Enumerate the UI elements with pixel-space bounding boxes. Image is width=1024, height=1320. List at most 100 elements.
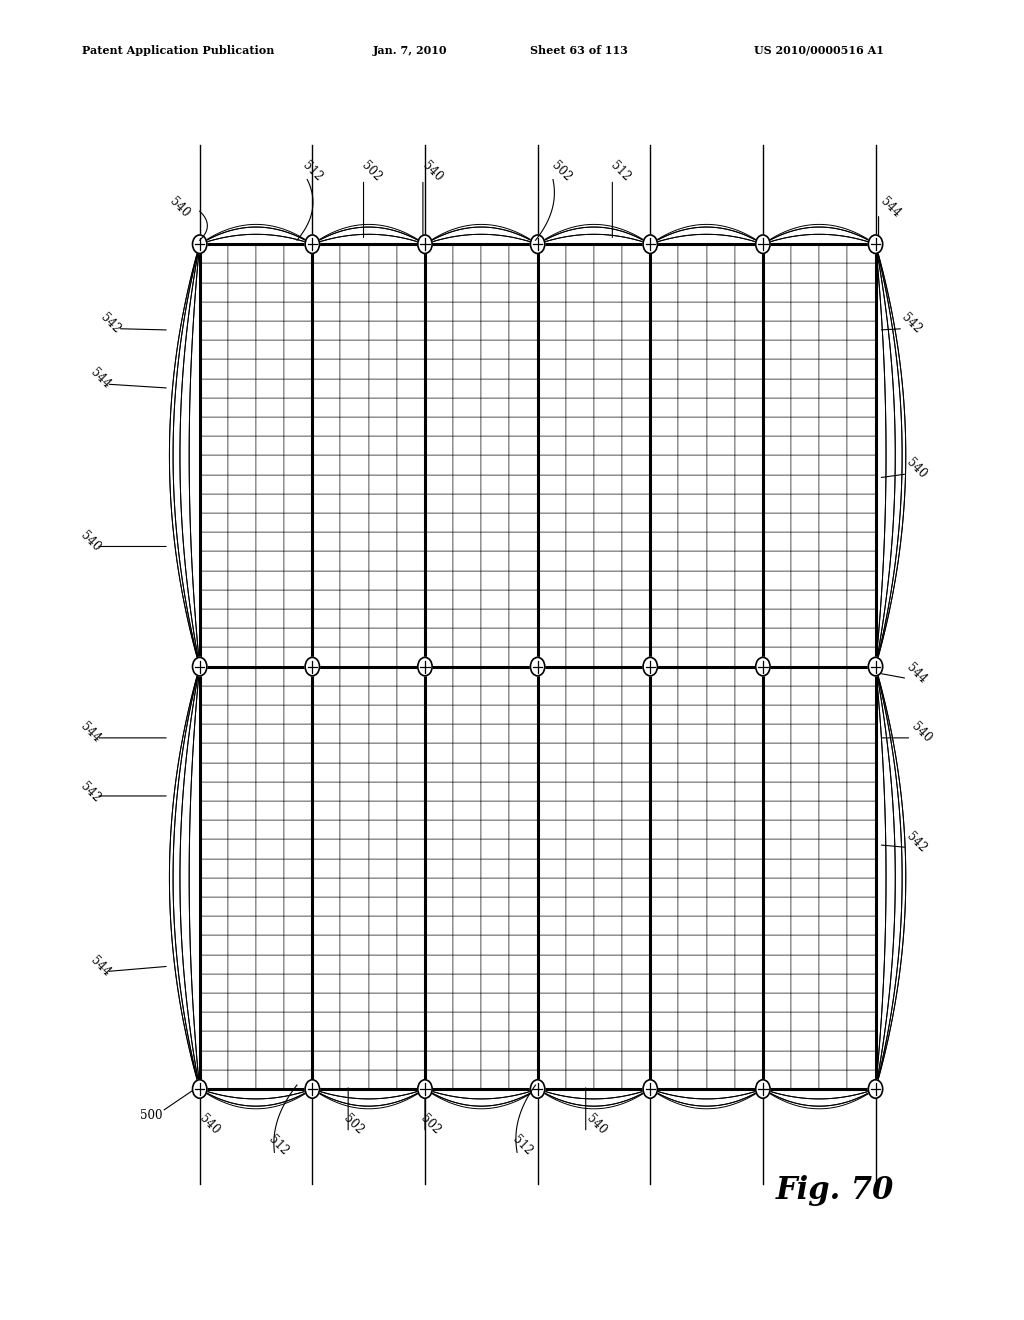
Bar	[734, 282, 763, 302]
Bar	[847, 763, 876, 781]
Bar	[396, 801, 425, 820]
Bar	[396, 455, 425, 475]
Bar	[509, 570, 538, 590]
Text: 540: 540	[904, 455, 929, 482]
Bar	[227, 936, 256, 954]
Bar	[565, 475, 594, 494]
Bar	[369, 898, 396, 916]
Bar	[819, 705, 847, 725]
Bar	[650, 532, 678, 552]
Bar	[200, 609, 227, 628]
Bar	[509, 590, 538, 609]
Text: 500: 500	[140, 1109, 163, 1122]
Bar	[650, 321, 678, 341]
Bar	[847, 954, 876, 974]
Bar	[763, 743, 791, 763]
Bar	[622, 321, 650, 341]
Bar	[707, 590, 734, 609]
Bar	[622, 1031, 650, 1051]
Bar	[227, 1051, 256, 1069]
Bar	[622, 455, 650, 475]
Bar	[707, 667, 734, 686]
Bar	[312, 878, 340, 898]
Bar	[509, 609, 538, 628]
Bar	[791, 725, 819, 743]
Bar	[425, 1012, 453, 1031]
Bar	[622, 801, 650, 820]
Bar	[200, 552, 227, 570]
Bar	[847, 1012, 876, 1031]
Bar	[509, 282, 538, 302]
Bar	[396, 725, 425, 743]
Bar	[369, 379, 396, 397]
Bar	[791, 609, 819, 628]
Bar	[312, 359, 340, 379]
Bar	[819, 878, 847, 898]
Bar	[340, 1031, 369, 1051]
Bar	[847, 379, 876, 397]
Bar	[200, 974, 227, 993]
Bar	[284, 359, 312, 379]
Bar	[734, 898, 763, 916]
Bar	[481, 936, 509, 954]
Bar	[453, 302, 481, 321]
Bar	[734, 686, 763, 705]
Bar	[227, 1069, 256, 1089]
Bar	[678, 455, 707, 475]
Bar	[565, 609, 594, 628]
Bar	[396, 743, 425, 763]
Bar	[707, 743, 734, 763]
Bar	[425, 840, 453, 858]
Bar	[509, 494, 538, 513]
Bar	[650, 494, 678, 513]
Bar	[256, 1012, 284, 1031]
Bar	[678, 302, 707, 321]
Bar	[622, 609, 650, 628]
Bar	[509, 916, 538, 936]
Bar	[256, 858, 284, 878]
Bar	[763, 244, 791, 264]
Bar	[312, 743, 340, 763]
Bar	[791, 359, 819, 379]
Bar	[538, 898, 565, 916]
Bar	[734, 763, 763, 781]
Bar	[819, 820, 847, 840]
Bar	[594, 532, 622, 552]
Bar	[312, 609, 340, 628]
Bar	[594, 628, 622, 647]
Bar	[678, 552, 707, 570]
Bar	[707, 725, 734, 743]
Bar	[678, 667, 707, 686]
Bar	[565, 763, 594, 781]
Bar	[650, 916, 678, 936]
Bar	[200, 840, 227, 858]
Bar	[481, 686, 509, 705]
Bar	[284, 552, 312, 570]
Bar	[622, 244, 650, 264]
Bar	[791, 763, 819, 781]
Bar	[425, 359, 453, 379]
Bar	[847, 455, 876, 475]
Bar	[819, 1031, 847, 1051]
Circle shape	[418, 235, 432, 253]
Bar	[453, 570, 481, 590]
Bar	[340, 436, 369, 455]
Bar	[284, 820, 312, 840]
Bar	[763, 532, 791, 552]
Bar	[650, 341, 678, 359]
Bar	[284, 1012, 312, 1031]
Bar	[707, 436, 734, 455]
Circle shape	[193, 657, 207, 676]
Bar	[678, 878, 707, 898]
Bar	[369, 570, 396, 590]
Bar	[425, 993, 453, 1012]
Bar	[594, 686, 622, 705]
Bar	[538, 878, 565, 898]
Bar	[622, 763, 650, 781]
Bar	[819, 609, 847, 628]
Bar	[734, 781, 763, 801]
Bar	[847, 916, 876, 936]
Bar	[819, 781, 847, 801]
Bar	[622, 667, 650, 686]
Bar	[707, 532, 734, 552]
